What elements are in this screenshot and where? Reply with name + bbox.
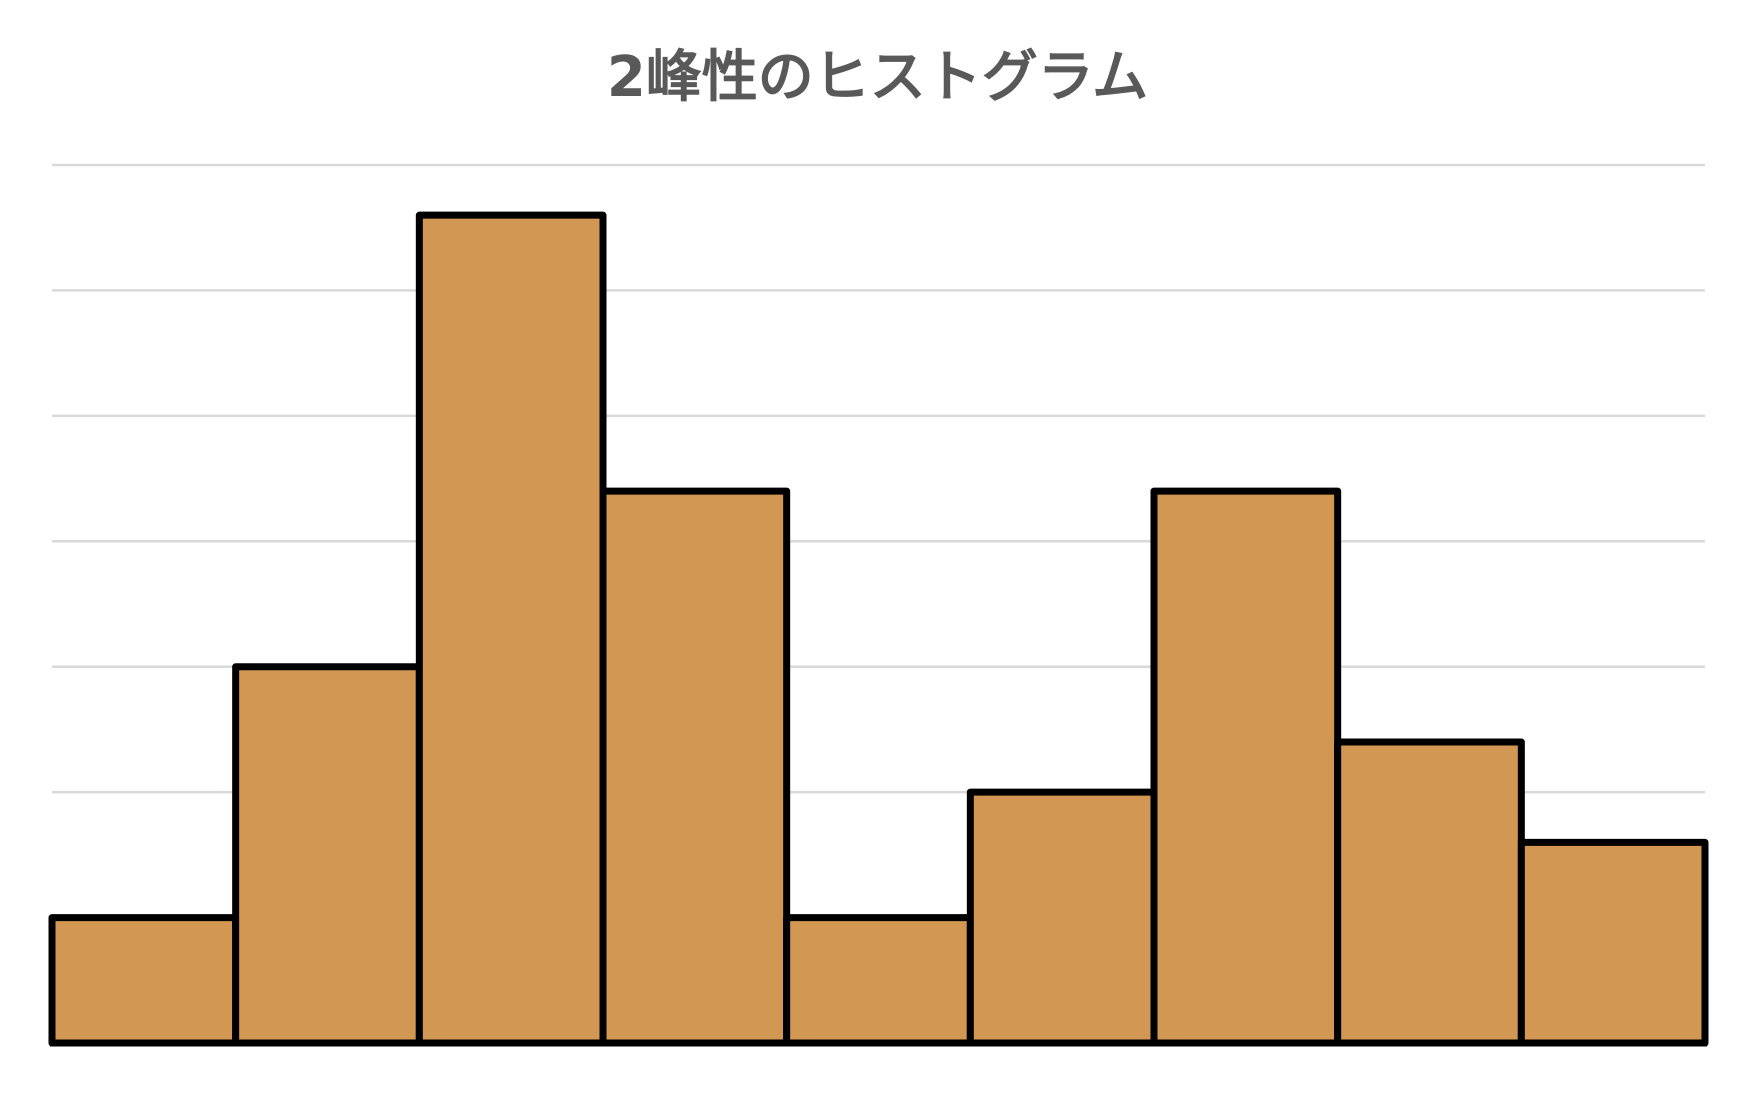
histogram-bar-4 [599,487,791,1047]
histogram-bar-1 [48,914,240,1047]
histogram-bar-7 [1150,487,1342,1047]
histogram-bar-2 [232,663,423,1047]
histogram-bar-3 [415,211,607,1047]
bars [48,211,1709,1047]
chart-title: 2峰性のヒストグラム [606,45,1149,110]
histogram-bar-9 [1517,838,1709,1047]
histogram-bar-5 [783,914,974,1047]
histogram-bar-6 [966,788,1158,1047]
histogram-bar-8 [1334,738,1525,1047]
